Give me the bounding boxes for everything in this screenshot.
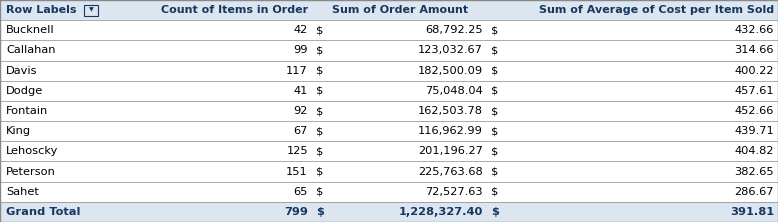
- Text: Davis: Davis: [6, 66, 37, 76]
- Text: King: King: [6, 126, 31, 136]
- Bar: [0, 202, 778, 222]
- Text: $: $: [491, 207, 499, 217]
- Bar: [0, 161, 778, 182]
- Text: 65: 65: [293, 187, 308, 197]
- Text: 400.22: 400.22: [734, 66, 774, 76]
- Bar: [0, 0, 778, 20]
- Text: Peterson: Peterson: [6, 166, 56, 176]
- FancyBboxPatch shape: [84, 5, 98, 16]
- Text: 75,048.04: 75,048.04: [426, 86, 483, 96]
- Text: 92: 92: [293, 106, 308, 116]
- Text: $: $: [316, 86, 324, 96]
- Text: $: $: [491, 187, 499, 197]
- Text: $: $: [316, 25, 324, 35]
- Text: $: $: [316, 166, 324, 176]
- Bar: [0, 40, 778, 61]
- Text: Grand Total: Grand Total: [6, 207, 80, 217]
- Text: 72,527.63: 72,527.63: [426, 187, 483, 197]
- Text: $: $: [316, 126, 324, 136]
- Text: 432.66: 432.66: [734, 25, 774, 35]
- Text: 162,503.78: 162,503.78: [418, 106, 483, 116]
- Text: $: $: [491, 46, 499, 56]
- Text: 404.82: 404.82: [734, 146, 774, 156]
- Text: 225,763.68: 225,763.68: [419, 166, 483, 176]
- Text: 125: 125: [286, 146, 308, 156]
- Text: Row Labels: Row Labels: [6, 5, 76, 15]
- Text: 201,196.27: 201,196.27: [418, 146, 483, 156]
- Text: 67: 67: [293, 126, 308, 136]
- Text: 286.67: 286.67: [734, 187, 774, 197]
- Text: 182,500.09: 182,500.09: [418, 66, 483, 76]
- Text: 452.66: 452.66: [734, 106, 774, 116]
- Text: $: $: [491, 25, 499, 35]
- Text: $: $: [491, 106, 499, 116]
- Text: 42: 42: [294, 25, 308, 35]
- Text: $: $: [316, 207, 324, 217]
- Text: Bucknell: Bucknell: [6, 25, 54, 35]
- Text: 99: 99: [293, 46, 308, 56]
- Text: $: $: [316, 187, 324, 197]
- Text: 799: 799: [284, 207, 308, 217]
- Text: $: $: [316, 146, 324, 156]
- Text: 117: 117: [286, 66, 308, 76]
- Text: Sum of Average of Cost per Item Sold: Sum of Average of Cost per Item Sold: [539, 5, 774, 15]
- Bar: [0, 182, 778, 202]
- Bar: [0, 81, 778, 101]
- Text: 457.61: 457.61: [734, 86, 774, 96]
- Text: 382.65: 382.65: [734, 166, 774, 176]
- Text: 1,228,327.40: 1,228,327.40: [398, 207, 483, 217]
- Text: Dodge: Dodge: [6, 86, 44, 96]
- Bar: [0, 121, 778, 141]
- Text: Lehoscky: Lehoscky: [6, 146, 58, 156]
- Text: $: $: [491, 166, 499, 176]
- Text: $: $: [316, 106, 324, 116]
- Text: 123,032.67: 123,032.67: [418, 46, 483, 56]
- Bar: [0, 141, 778, 161]
- Text: 391.81: 391.81: [730, 207, 774, 217]
- Text: $: $: [316, 46, 324, 56]
- Text: $: $: [491, 126, 499, 136]
- Text: $: $: [491, 146, 499, 156]
- Text: 151: 151: [286, 166, 308, 176]
- Text: 314.66: 314.66: [734, 46, 774, 56]
- Text: Sahet: Sahet: [6, 187, 39, 197]
- Text: 439.71: 439.71: [734, 126, 774, 136]
- Text: $: $: [316, 66, 324, 76]
- Text: ▼: ▼: [89, 8, 93, 13]
- Text: $: $: [491, 66, 499, 76]
- Text: $: $: [491, 86, 499, 96]
- Text: Count of Items in Order: Count of Items in Order: [161, 5, 308, 15]
- Text: Fontain: Fontain: [6, 106, 48, 116]
- Bar: [0, 61, 778, 81]
- Text: 68,792.25: 68,792.25: [426, 25, 483, 35]
- Bar: [0, 101, 778, 121]
- Bar: [0, 20, 778, 40]
- Text: Callahan: Callahan: [6, 46, 55, 56]
- Text: 41: 41: [293, 86, 308, 96]
- Text: 116,962.99: 116,962.99: [418, 126, 483, 136]
- Text: Sum of Order Amount: Sum of Order Amount: [332, 5, 468, 15]
